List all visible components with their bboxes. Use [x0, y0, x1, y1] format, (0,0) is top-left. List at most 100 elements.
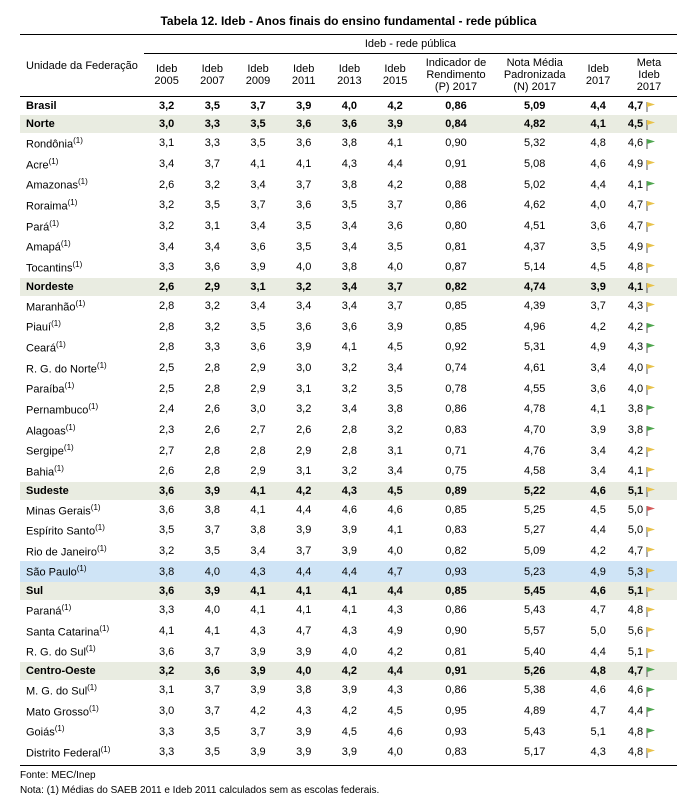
flag-icon — [646, 263, 656, 271]
data-cell: 3,5 — [190, 195, 236, 216]
data-cell: 4,0 — [190, 600, 236, 621]
data-cell: 3,9 — [190, 482, 236, 500]
flag-icon — [646, 139, 656, 147]
data-cell: 4,74 — [494, 278, 575, 296]
data-cell: 4,3 — [281, 701, 327, 722]
data-cell: 4,7 — [575, 600, 621, 621]
data-cell: 0,95 — [418, 701, 494, 722]
data-cell: 3,4 — [327, 216, 373, 237]
data-cell: 0,92 — [418, 337, 494, 358]
unit-cell: R. G. do Sul(1) — [20, 641, 144, 662]
unit-cell: Ceará(1) — [20, 337, 144, 358]
flag-icon — [646, 687, 656, 695]
data-cell: 3,2 — [327, 358, 373, 379]
data-cell: 2,9 — [235, 461, 281, 482]
data-cell: 4,5 — [372, 482, 418, 500]
col-header: Indicador deRendimento(P) 2017 — [418, 54, 494, 97]
data-cell: 5,38 — [494, 680, 575, 701]
data-cell: 4,3 — [235, 621, 281, 642]
data-cell: 0,90 — [418, 621, 494, 642]
data-cell: 3,4 — [372, 358, 418, 379]
data-cell: 3,2 — [190, 296, 236, 317]
data-cell: 5,57 — [494, 621, 575, 642]
data-cell: 0,80 — [418, 216, 494, 237]
data-cell: 2,9 — [235, 358, 281, 379]
unit-cell: Espírito Santo(1) — [20, 520, 144, 541]
data-cell: 3,4 — [575, 358, 621, 379]
data-cell: 4,5 — [372, 337, 418, 358]
data-cell: 3,2 — [144, 662, 190, 680]
data-cell: 5,09 — [494, 541, 575, 562]
data-cell: 4,2 — [372, 641, 418, 662]
data-cell: 2,7 — [235, 420, 281, 441]
unit-cell: Paraná(1) — [20, 600, 144, 621]
data-cell: 3,3 — [144, 257, 190, 278]
unit-cell: Sudeste — [20, 482, 144, 500]
data-cell: 3,4 — [235, 541, 281, 562]
data-cell: 4,1 — [621, 461, 677, 482]
data-cell: 4,9 — [575, 561, 621, 582]
data-cell: 3,9 — [281, 641, 327, 662]
data-cell: 3,3 — [190, 133, 236, 154]
unit-cell: Maranhão(1) — [20, 296, 144, 317]
data-cell: 4,6 — [575, 680, 621, 701]
unit-cell: Roraima(1) — [20, 195, 144, 216]
unit-cell: Minas Gerais(1) — [20, 500, 144, 521]
data-cell: 2,6 — [190, 399, 236, 420]
data-cell: 2,8 — [144, 316, 190, 337]
data-cell: 2,3 — [144, 420, 190, 441]
flag-icon — [646, 748, 656, 756]
data-cell: 5,31 — [494, 337, 575, 358]
data-cell: 4,8 — [621, 721, 677, 742]
data-cell: 2,5 — [144, 378, 190, 399]
ideb-table: Unidade da Federação Ideb - rede pública… — [20, 34, 677, 763]
data-cell: 2,6 — [190, 420, 236, 441]
data-cell: 0,86 — [418, 680, 494, 701]
data-cell: 5,02 — [494, 174, 575, 195]
unit-cell: Sul — [20, 582, 144, 600]
data-cell: 3,2 — [190, 316, 236, 337]
data-cell: 4,3 — [235, 561, 281, 582]
data-cell: 0,81 — [418, 641, 494, 662]
data-cell: 4,4 — [372, 582, 418, 600]
data-cell: 3,9 — [575, 278, 621, 296]
data-cell: 4,2 — [621, 440, 677, 461]
data-cell: 2,6 — [144, 174, 190, 195]
flag-icon — [646, 467, 656, 475]
data-cell: 4,8 — [575, 662, 621, 680]
data-cell: 3,7 — [190, 154, 236, 175]
flag-icon — [646, 447, 656, 455]
data-cell: 2,6 — [144, 278, 190, 296]
data-cell: 4,1 — [372, 520, 418, 541]
flag-icon — [646, 243, 656, 251]
data-cell: 4,76 — [494, 440, 575, 461]
data-cell: 3,9 — [235, 742, 281, 763]
data-cell: 3,9 — [281, 721, 327, 742]
data-cell: 0,82 — [418, 278, 494, 296]
data-cell: 4,5 — [621, 115, 677, 133]
data-cell: 4,0 — [281, 662, 327, 680]
data-cell: 3,9 — [327, 742, 373, 763]
data-cell: 0,84 — [418, 115, 494, 133]
data-cell: 5,23 — [494, 561, 575, 582]
data-cell: 5,14 — [494, 257, 575, 278]
data-cell: 3,9 — [281, 742, 327, 763]
unit-cell: Pernambuco(1) — [20, 399, 144, 420]
data-cell: 3,5 — [235, 316, 281, 337]
data-cell: 4,4 — [621, 701, 677, 722]
unit-cell: Distrito Federal(1) — [20, 742, 144, 763]
data-cell: 3,3 — [144, 600, 190, 621]
data-cell: 3,7 — [190, 701, 236, 722]
col-header: Ideb2011 — [281, 54, 327, 97]
data-cell: 4,5 — [327, 721, 373, 742]
data-cell: 4,62 — [494, 195, 575, 216]
unit-cell: Piauí(1) — [20, 316, 144, 337]
data-cell: 4,1 — [235, 582, 281, 600]
data-cell: 3,2 — [327, 461, 373, 482]
data-cell: 4,7 — [372, 561, 418, 582]
flag-icon — [646, 527, 656, 535]
data-cell: 0,87 — [418, 257, 494, 278]
data-cell: 4,8 — [621, 257, 677, 278]
data-cell: 3,7 — [281, 174, 327, 195]
data-cell: 3,9 — [372, 316, 418, 337]
